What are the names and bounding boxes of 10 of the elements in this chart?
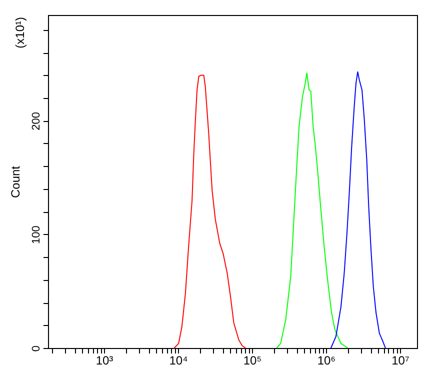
text: (x10¹) bbox=[13, 17, 27, 48]
x-tick-label: 10⁷ bbox=[392, 354, 410, 368]
y-tick-label: 0 bbox=[30, 345, 42, 352]
y-tick-label: 200 bbox=[30, 112, 42, 130]
x-tick-label: 10⁴ bbox=[169, 354, 188, 368]
x-tick-label: 10⁶ bbox=[317, 354, 336, 368]
y-tick-label: 100 bbox=[30, 226, 42, 244]
x-tick-label: 10³ bbox=[96, 354, 114, 368]
x-tick-label: 10⁵ bbox=[243, 354, 262, 368]
y-axis-title: Count bbox=[8, 165, 22, 198]
